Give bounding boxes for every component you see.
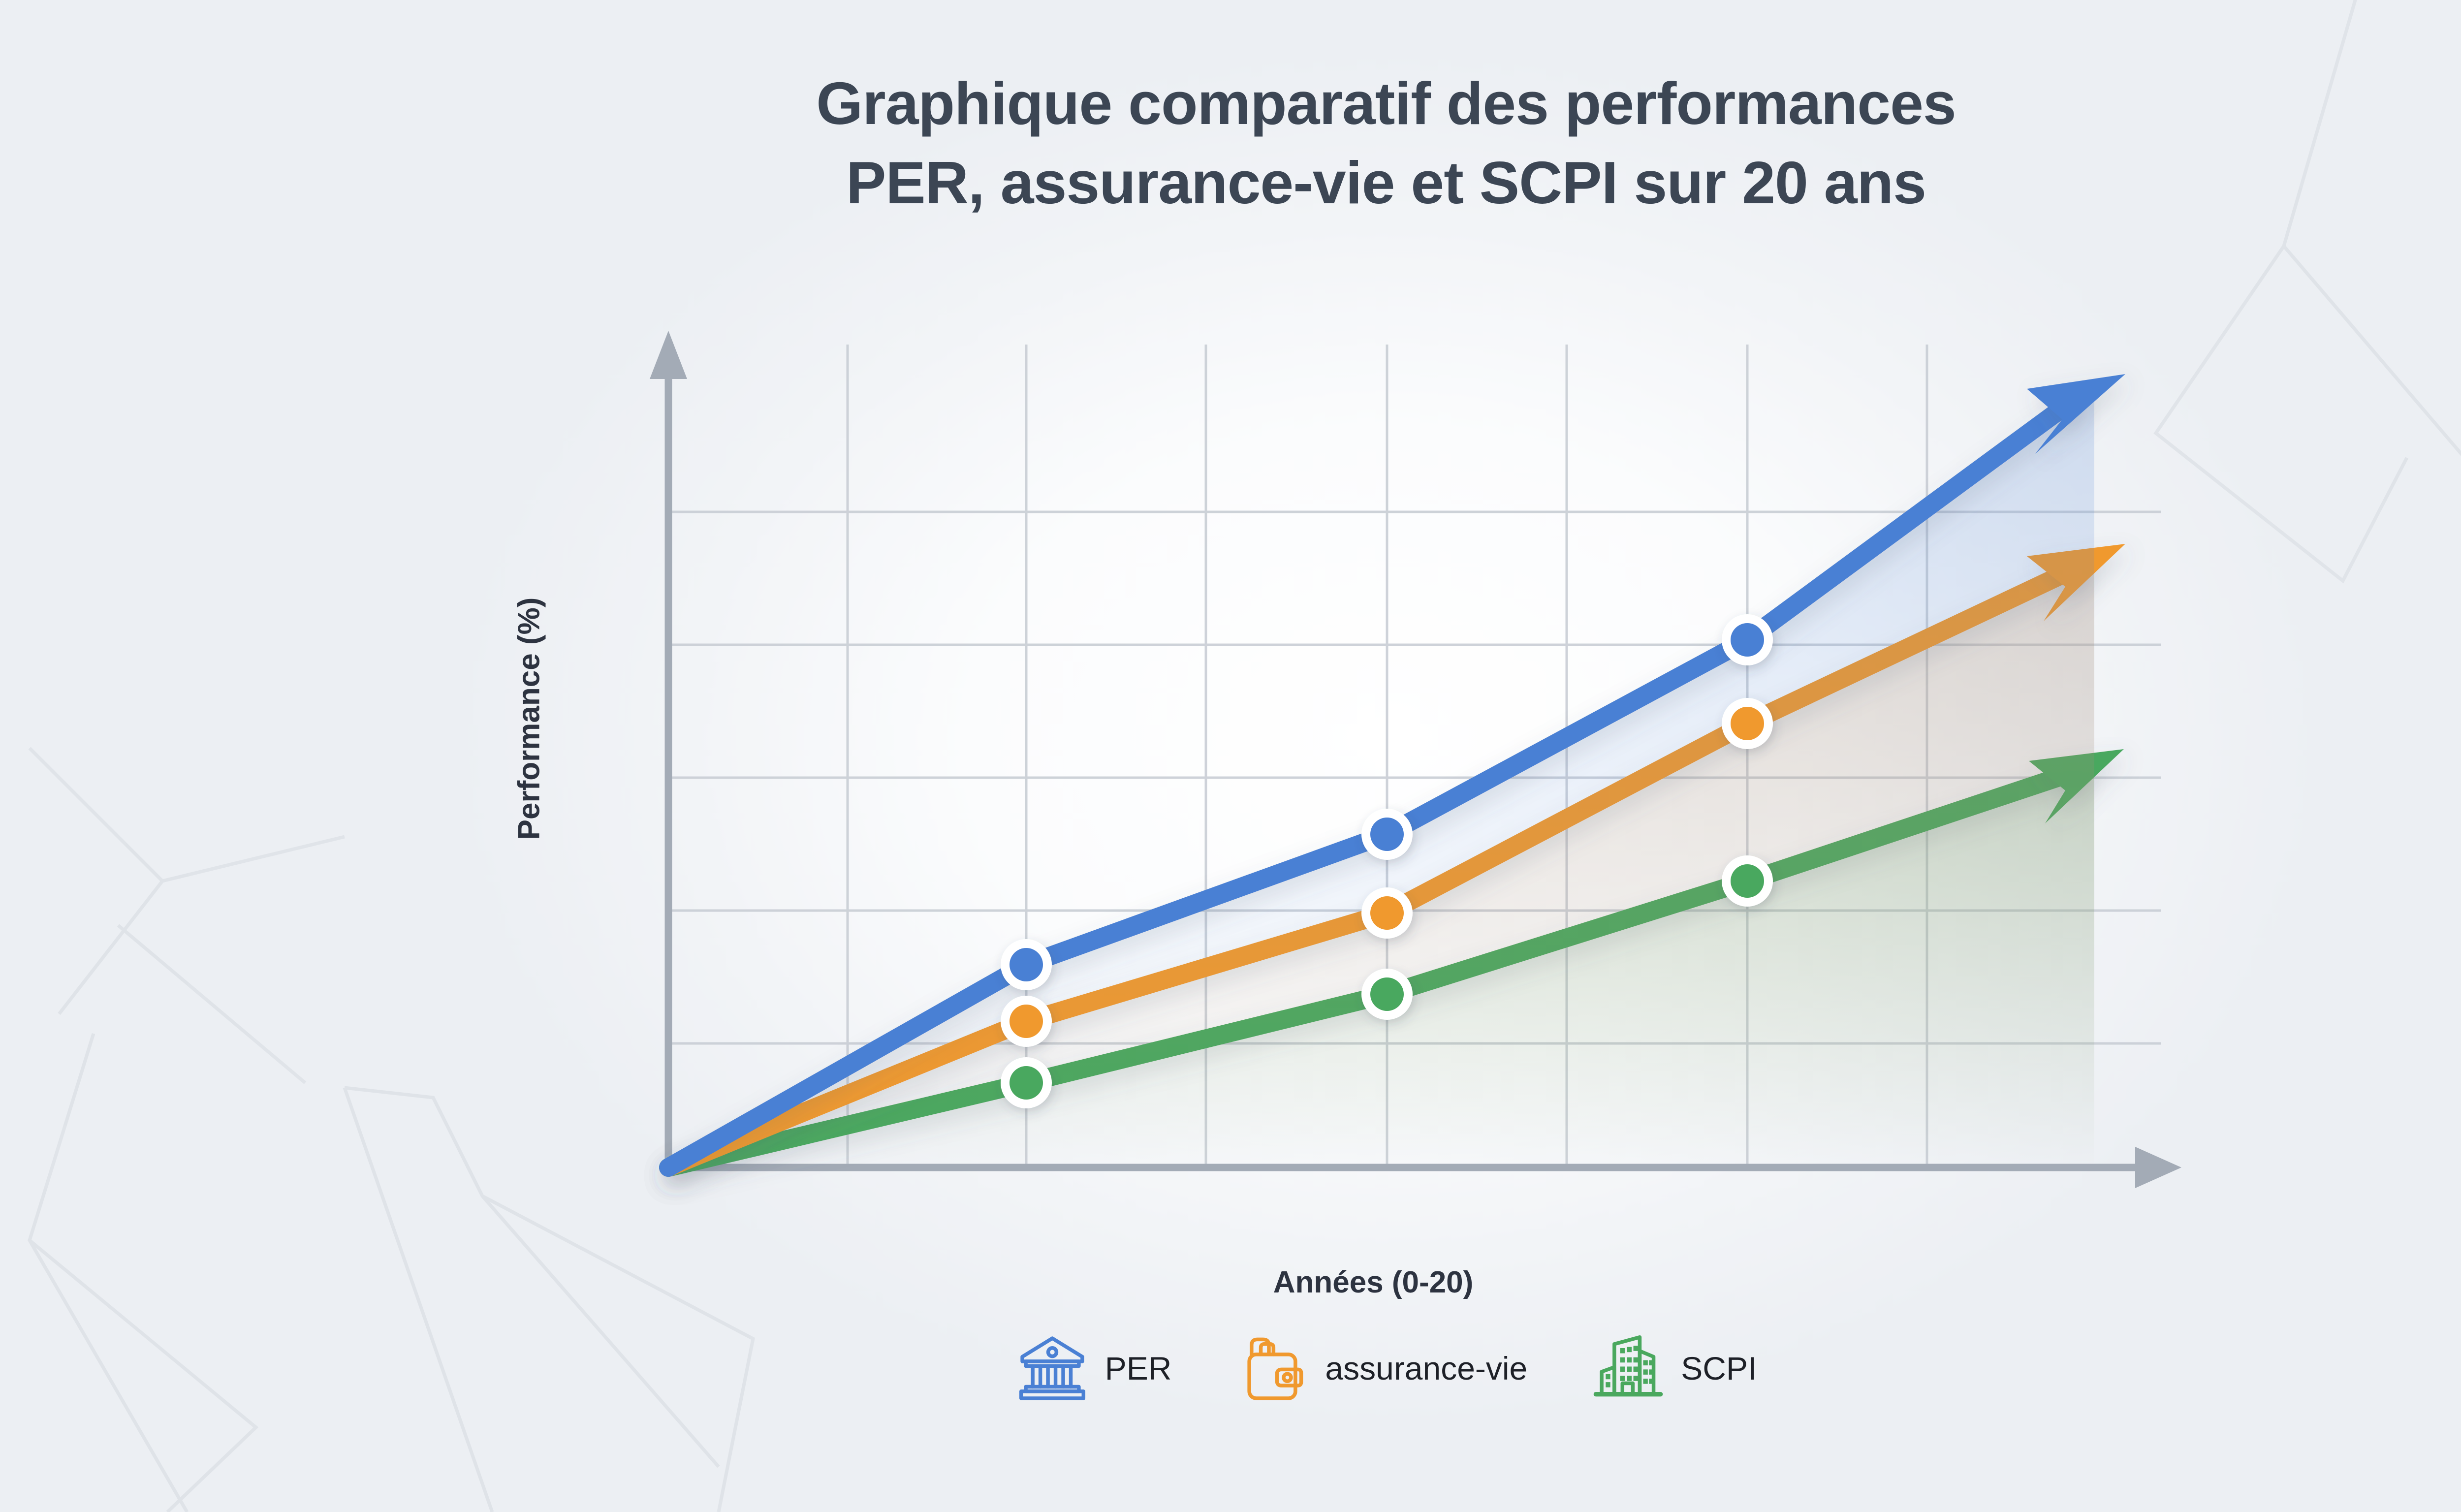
title-line-2: PER, assurance-vie et SCPI sur 20 ans bbox=[846, 149, 1926, 217]
per-arrow-icon bbox=[2027, 374, 2125, 454]
marker-assurance-vie-y15-core bbox=[1731, 707, 1764, 740]
legend-item-assurance-vie[interactable]: assurance-vie bbox=[1235, 1331, 1527, 1405]
x-axis-label: Années (0-20) bbox=[1273, 1265, 1474, 1299]
data-point-markers bbox=[1001, 614, 1773, 1108]
x-axis-arrow-icon bbox=[2135, 1147, 2181, 1188]
legend-label-assurance-vie: assurance-vie bbox=[1325, 1350, 1528, 1386]
marker-per-y10-core bbox=[1370, 818, 1404, 851]
series-per bbox=[659, 374, 2125, 1177]
legend-label-scpi: SCPI bbox=[1681, 1350, 1757, 1386]
page-title: Graphique comparatif des performances PE… bbox=[0, 64, 2461, 222]
legend-label-per: PER bbox=[1104, 1350, 1172, 1386]
y-axis-arrow-icon bbox=[650, 331, 687, 379]
office-building-icon bbox=[1593, 1335, 1663, 1397]
marker-scpi-y5-core bbox=[1010, 1066, 1043, 1100]
marker-assurance-vie-y5-core bbox=[1010, 1005, 1043, 1038]
title-line-1: Graphique comparatif des performances bbox=[816, 70, 1956, 137]
chart-legend: PER assurance-vie bbox=[0, 1331, 2461, 1405]
marker-assurance-vie-y10-core bbox=[1370, 896, 1404, 930]
wallet-icon bbox=[1247, 1337, 1303, 1400]
legend-item-per[interactable]: PER bbox=[1015, 1331, 1172, 1405]
marker-per-y15-core bbox=[1731, 623, 1764, 657]
y-axis-label: Performance (%) bbox=[512, 597, 546, 840]
marker-scpi-y15-core bbox=[1731, 864, 1764, 898]
legend-item-scpi[interactable]: SCPI bbox=[1591, 1331, 1757, 1405]
bank-icon bbox=[1019, 1336, 1085, 1400]
marker-per-y5-core bbox=[1010, 948, 1043, 981]
marker-scpi-y10-core bbox=[1370, 977, 1404, 1011]
